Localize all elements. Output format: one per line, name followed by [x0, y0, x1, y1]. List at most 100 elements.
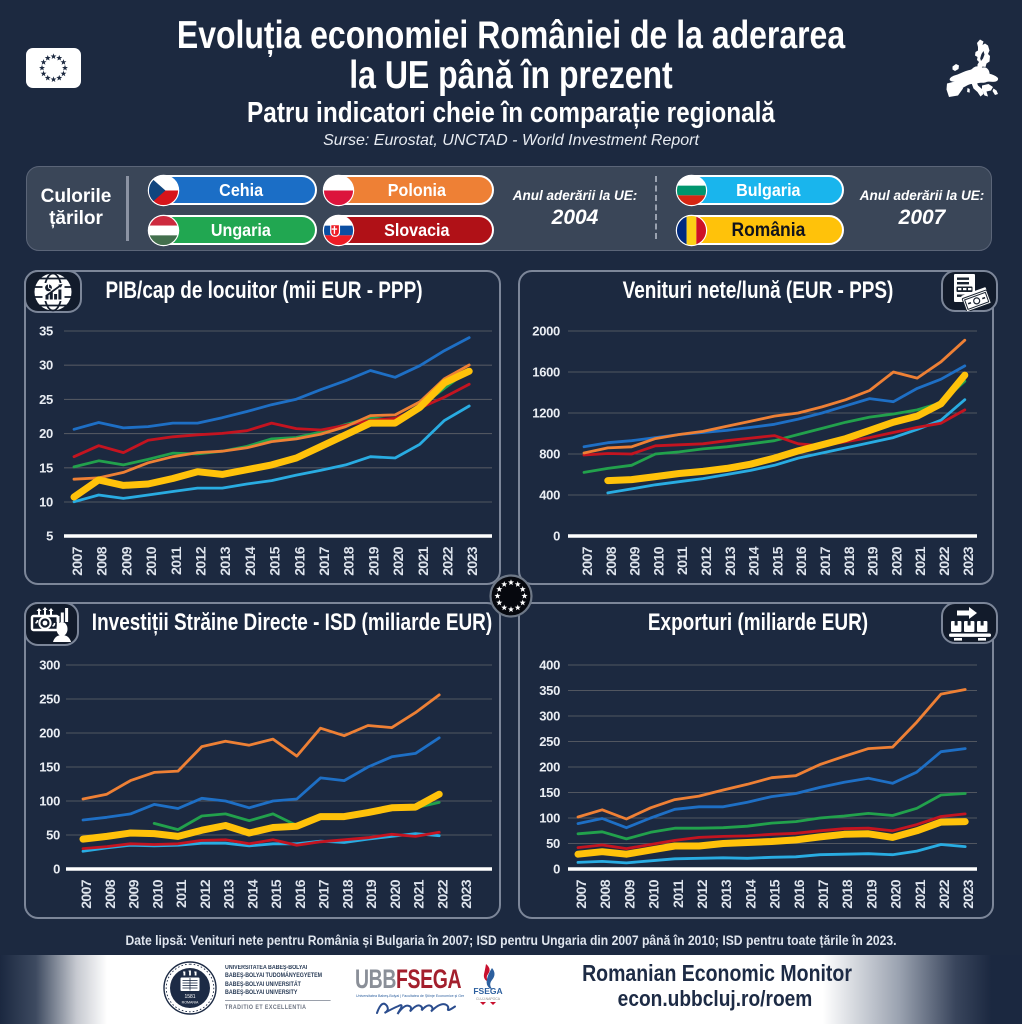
svg-text:100: 100	[539, 811, 560, 826]
svg-text:2021: 2021	[415, 546, 431, 576]
svg-text:2007: 2007	[69, 546, 85, 576]
svg-text:35: 35	[39, 324, 53, 339]
svg-text:2008: 2008	[603, 546, 619, 576]
svg-text:2015: 2015	[267, 546, 283, 576]
svg-text:2020: 2020	[888, 879, 904, 909]
svg-text:2020: 2020	[390, 546, 406, 576]
svg-text:2013: 2013	[217, 546, 233, 576]
svg-text:2010: 2010	[149, 879, 165, 909]
svg-text:2018: 2018	[841, 546, 857, 576]
svg-text:2009: 2009	[118, 546, 134, 576]
svg-text:800: 800	[539, 447, 560, 462]
svg-text:2000: 2000	[532, 324, 560, 339]
svg-text:0: 0	[553, 529, 560, 544]
svg-text:15: 15	[39, 460, 53, 475]
svg-text:2021: 2021	[411, 879, 427, 909]
svg-text:2019: 2019	[863, 879, 879, 909]
svg-text:ROMANIA: ROMANIA	[182, 1001, 199, 1005]
svg-text:2013: 2013	[221, 879, 237, 909]
svg-text:2016: 2016	[292, 879, 308, 909]
svg-text:300: 300	[539, 709, 560, 724]
svg-text:1600: 1600	[532, 365, 560, 380]
svg-text:2010: 2010	[650, 546, 666, 576]
svg-text:2017: 2017	[316, 546, 332, 576]
svg-text:400: 400	[539, 488, 560, 503]
svg-text:250: 250	[539, 734, 560, 749]
svg-text:150: 150	[39, 760, 60, 775]
svg-text:1581: 1581	[184, 994, 195, 1000]
svg-text:2019: 2019	[365, 546, 381, 576]
svg-text:2016: 2016	[793, 546, 809, 576]
svg-text:2014: 2014	[746, 546, 762, 576]
svg-text:2023: 2023	[464, 546, 480, 576]
svg-text:2023: 2023	[960, 546, 976, 576]
svg-text:2019: 2019	[865, 546, 881, 576]
svg-text:2014: 2014	[244, 879, 260, 909]
svg-text:30: 30	[39, 358, 53, 373]
svg-text:2007: 2007	[579, 546, 595, 576]
svg-text:2021: 2021	[912, 546, 928, 576]
svg-text:2012: 2012	[193, 546, 209, 576]
svg-text:2018: 2018	[839, 879, 855, 909]
svg-text:2009: 2009	[621, 879, 637, 909]
svg-text:2013: 2013	[722, 546, 738, 576]
svg-text:2017: 2017	[316, 879, 332, 909]
svg-text:2012: 2012	[197, 879, 213, 909]
svg-text:0: 0	[553, 862, 560, 877]
svg-text:CLUJ-NAPOCA: CLUJ-NAPOCA	[476, 997, 501, 1001]
svg-text:2023: 2023	[960, 879, 976, 909]
svg-text:20: 20	[39, 426, 53, 441]
svg-text:2009: 2009	[627, 546, 643, 576]
svg-text:2008: 2008	[102, 879, 118, 909]
svg-text:50: 50	[546, 836, 560, 851]
svg-text:FSEGA: FSEGA	[473, 986, 502, 996]
svg-text:2022: 2022	[936, 546, 952, 576]
svg-text:400: 400	[539, 658, 560, 673]
svg-text:2007: 2007	[78, 879, 94, 909]
svg-text:2020: 2020	[387, 879, 403, 909]
svg-text:5: 5	[46, 529, 53, 544]
svg-text:2011: 2011	[168, 546, 184, 575]
svg-text:2008: 2008	[597, 879, 613, 909]
svg-text:2023: 2023	[458, 879, 474, 909]
svg-text:2019: 2019	[363, 879, 379, 909]
svg-text:200: 200	[39, 726, 60, 741]
svg-text:2010: 2010	[646, 879, 662, 909]
svg-text:2014: 2014	[742, 879, 758, 909]
svg-text:2015: 2015	[268, 879, 284, 909]
svg-text:2021: 2021	[912, 879, 928, 909]
svg-text:1200: 1200	[532, 406, 560, 421]
svg-text:2012: 2012	[698, 546, 714, 576]
svg-text:2015: 2015	[769, 546, 785, 576]
svg-text:2017: 2017	[815, 879, 831, 909]
svg-text:2007: 2007	[573, 879, 589, 909]
svg-text:2016: 2016	[791, 879, 807, 909]
svg-text:2009: 2009	[126, 879, 142, 909]
svg-text:2015: 2015	[767, 879, 783, 909]
svg-text:25: 25	[39, 392, 53, 407]
svg-text:2022: 2022	[434, 879, 450, 909]
svg-text:2017: 2017	[817, 546, 833, 576]
svg-text:300: 300	[39, 658, 60, 673]
svg-text:2008: 2008	[94, 546, 110, 576]
svg-text:2018: 2018	[339, 879, 355, 909]
svg-text:350: 350	[539, 683, 560, 698]
svg-text:100: 100	[39, 794, 60, 809]
svg-text:2022: 2022	[440, 546, 456, 576]
svg-text:50: 50	[46, 828, 60, 843]
svg-text:2011: 2011	[173, 879, 189, 908]
svg-text:2014: 2014	[242, 546, 258, 576]
svg-text:2016: 2016	[291, 546, 307, 576]
svg-text:2020: 2020	[888, 546, 904, 576]
svg-text:2011: 2011	[674, 546, 690, 575]
svg-text:2012: 2012	[694, 879, 710, 909]
svg-text:2013: 2013	[718, 879, 734, 909]
svg-text:200: 200	[539, 760, 560, 775]
svg-text:2022: 2022	[936, 879, 952, 909]
svg-text:150: 150	[539, 785, 560, 800]
svg-text:2010: 2010	[143, 546, 159, 576]
svg-text:0: 0	[53, 862, 60, 877]
svg-text:2018: 2018	[341, 546, 357, 576]
svg-text:250: 250	[39, 692, 60, 707]
svg-text:2011: 2011	[670, 879, 686, 908]
